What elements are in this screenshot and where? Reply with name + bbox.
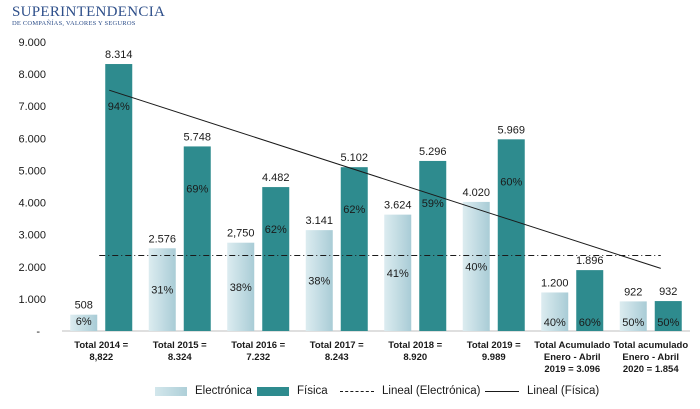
x-category-label: 7.232 — [246, 352, 270, 363]
bar-fisica — [262, 187, 290, 331]
bar-fisica — [576, 270, 604, 331]
x-category-label: Total acumulado — [613, 340, 688, 351]
pct-label-electronica: 38% — [308, 276, 330, 288]
legend-item-electronica: Electrónica — [155, 385, 252, 397]
legend-label-fisica: Física — [297, 385, 328, 397]
pct-label-fisica: 62% — [265, 224, 287, 236]
value-label-fisica: 5.748 — [183, 131, 211, 143]
legend-swatch-trend-electronica — [340, 390, 374, 392]
bar-electronica — [619, 301, 647, 331]
value-label-electronica: 3.141 — [305, 215, 333, 227]
pct-label-fisica: 60% — [579, 317, 601, 329]
legend-item-trend-fisica: Lineal (Física) — [485, 385, 599, 397]
y-tick-label: - — [36, 326, 40, 338]
pct-label-fisica: 94% — [108, 101, 130, 113]
x-category-label: Total 2018 = — [388, 340, 442, 351]
y-tick-label: 3.000 — [18, 230, 46, 242]
legend-swatch-trend-fisica — [485, 390, 519, 392]
value-label-electronica: 4.020 — [462, 187, 490, 199]
pct-label-electronica: 41% — [387, 268, 409, 280]
value-label-fisica: 4.482 — [262, 172, 290, 184]
value-label-fisica: 5.969 — [497, 124, 525, 136]
pct-label-electronica: 50% — [622, 317, 644, 329]
legend-label-electronica: Electrónica — [195, 385, 252, 397]
bar-fisica — [340, 167, 368, 331]
x-category-label: 9.989 — [482, 352, 506, 363]
pct-label-fisica: 59% — [422, 198, 444, 210]
bar-electronica — [462, 201, 490, 331]
value-label-fisica: 8.314 — [105, 49, 133, 61]
pct-label-electronica: 6% — [76, 316, 92, 328]
legend-label-trend-electronica: Lineal (Electrónica) — [382, 385, 481, 397]
value-label-electronica: 508 — [75, 300, 93, 312]
legend-swatch-fisica — [257, 386, 289, 396]
value-label-electronica: 2.576 — [148, 233, 176, 245]
y-tick-label: 6.000 — [18, 133, 46, 145]
bar-fisica — [183, 146, 211, 331]
x-category-label: Total Acumulado — [534, 340, 610, 351]
value-label-electronica: 3.624 — [384, 200, 412, 212]
value-label-fisica: 932 — [659, 286, 677, 298]
legend-label-trend-fisica: Lineal (Física) — [527, 385, 600, 397]
bar-electronica — [541, 292, 569, 331]
value-label-fisica: 1.896 — [576, 255, 604, 267]
y-tick-label: 1.000 — [18, 294, 46, 306]
x-category-label: 2020 = 1.854 — [623, 364, 679, 375]
y-tick-label: 2.000 — [18, 262, 46, 274]
value-label-electronica: 922 — [624, 286, 642, 298]
pct-label-electronica: 31% — [151, 285, 173, 297]
x-category-label: Enero - Abril — [544, 352, 601, 363]
x-category-label: 2019 = 3.096 — [544, 364, 600, 375]
x-category-label: Total 2014 = — [74, 340, 128, 351]
x-category-label: 8,822 — [89, 352, 113, 363]
pct-label-electronica: 40% — [465, 261, 487, 273]
bar-electronica — [227, 242, 255, 331]
y-tick-label: 8.000 — [18, 69, 46, 81]
bar-fisica — [105, 64, 133, 331]
pct-label-fisica: 69% — [186, 183, 208, 195]
bar-electronica — [70, 314, 98, 331]
value-label-electronica: 1.200 — [541, 277, 569, 289]
logo-title: SUPERINTENDENCIA — [12, 4, 166, 20]
x-category-label: Enero - Abril — [622, 352, 679, 363]
pct-label-fisica: 50% — [657, 317, 679, 329]
bar-electronica — [148, 248, 176, 331]
value-label-electronica: 2,750 — [227, 228, 255, 240]
pct-label-fisica: 62% — [343, 204, 365, 216]
bar-fisica — [654, 301, 682, 331]
x-category-label: 8.324 — [168, 352, 192, 363]
legend-item-trend-electronica: Lineal (Electrónica) — [340, 385, 480, 397]
legend-item-fisica: Física — [257, 385, 328, 397]
bar-electronica — [384, 214, 412, 331]
logo-subtitle: DE COMPAÑÍAS, VALORES Y SEGUROS — [12, 20, 136, 27]
legend-swatch-electronica — [155, 386, 187, 396]
bar-fisica — [419, 160, 447, 331]
x-category-label: Total 2016 = — [231, 340, 285, 351]
pct-label-electronica: 38% — [230, 282, 252, 294]
y-tick-label: 4.000 — [18, 198, 46, 210]
bar-electronica — [305, 230, 333, 331]
x-category-label: Total 2015 = — [153, 340, 207, 351]
y-tick-label: 7.000 — [18, 101, 46, 113]
x-category-label: 8.920 — [403, 352, 427, 363]
value-label-fisica: 5.102 — [340, 152, 368, 164]
y-tick-label: 5.000 — [18, 165, 46, 177]
x-category-label: Total 2017 = — [310, 340, 364, 351]
pct-label-fisica: 60% — [500, 176, 522, 188]
trendline-fisica — [109, 89, 661, 269]
bar-fisica — [497, 139, 525, 331]
pct-label-electronica: 40% — [544, 317, 566, 329]
value-label-fisica: 5.296 — [419, 146, 447, 158]
y-tick-label: 9.000 — [18, 37, 46, 49]
chart-legend: Electrónica Física Lineal (Electrónica) … — [0, 385, 700, 401]
x-category-label: 8.243 — [325, 352, 349, 363]
x-category-label: Total 2019 = — [467, 340, 521, 351]
